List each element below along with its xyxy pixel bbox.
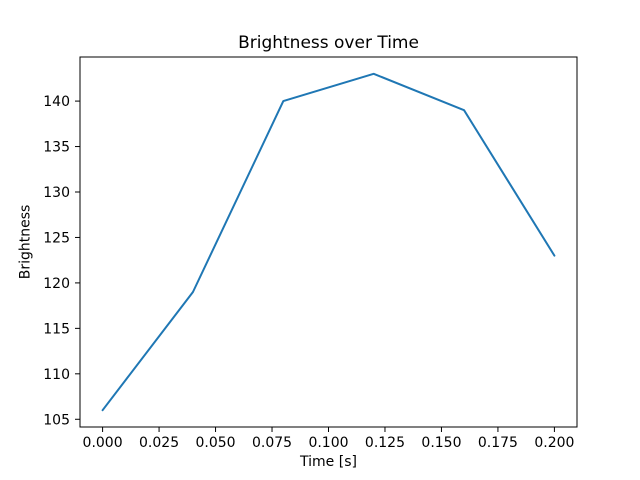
x-tick-label: 0.100 [308,435,348,451]
y-axis-label: Brightness [17,204,34,280]
y-tick-label: 110 [43,367,70,383]
x-axis-label: Time [s] [300,454,357,470]
y-tick-label: 115 [43,321,70,337]
x-tick-label: 0.150 [421,435,461,451]
y-tick-label: 140 [43,94,70,110]
y-tick-label: 105 [43,412,70,428]
x-tick-label: 0.075 [252,435,292,451]
x-tick-label: 0.000 [83,435,123,451]
y-tick-label: 135 [43,140,70,156]
y-tick-label: 120 [43,276,70,292]
y-tick-label: 130 [43,185,70,201]
data-line [101,72,556,412]
x-tick-label: 0.175 [478,435,518,451]
x-tick-label: 0.025 [139,435,179,451]
chart-title: Brightness over Time [238,33,419,53]
x-tick-label: 0.050 [195,435,235,451]
x-tick-label: 0.200 [534,435,574,451]
x-tick-label: 0.125 [365,435,405,451]
axes-spines [79,56,578,428]
y-tick-label: 125 [43,230,70,246]
